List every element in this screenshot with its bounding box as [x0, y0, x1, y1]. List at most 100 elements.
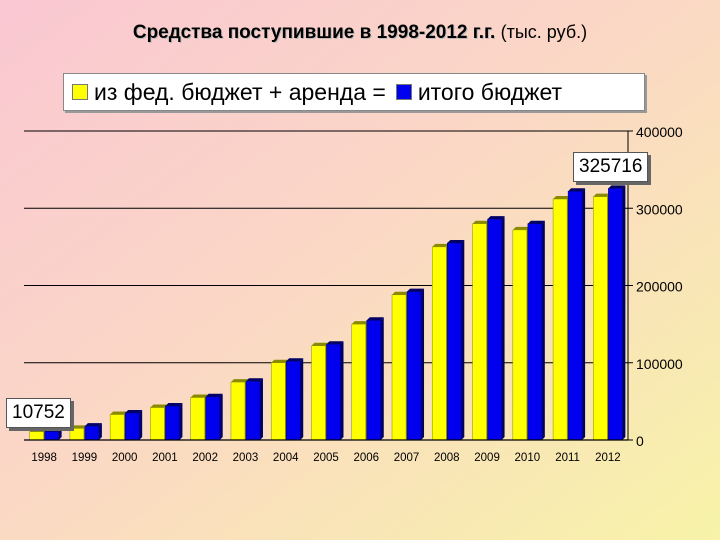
- bar-top: [69, 425, 87, 429]
- bar-top: [553, 195, 571, 199]
- annotation-last-value: 325716: [573, 152, 649, 182]
- legend-label-2: итого бюджет: [417, 78, 563, 105]
- bar-2002-fed-budget: [190, 397, 205, 441]
- bar-top: [230, 379, 248, 383]
- x-tick-label: 2005: [313, 452, 339, 464]
- bar-2000-fed-budget: [109, 414, 125, 441]
- bar-2012-total-budget: [608, 188, 623, 441]
- bar-1998-fed-budget: [29, 431, 44, 441]
- bar-2011-fed-budget: [552, 198, 568, 441]
- bar-side: [219, 393, 223, 440]
- bar-2001-fed-budget: [150, 407, 165, 441]
- legend-swatch-blue: [395, 84, 412, 100]
- bar-top: [165, 403, 183, 407]
- bar-top: [190, 394, 208, 398]
- x-tick-label: 2010: [515, 452, 541, 464]
- x-tick-label: 2007: [394, 452, 420, 464]
- y-tick-label: 200000: [636, 279, 683, 295]
- bar-side: [300, 358, 304, 440]
- bar-2008-total-budget: [447, 242, 462, 441]
- bar-2002-total-budget: [205, 396, 220, 441]
- chart-title-units: (тыс. руб.): [500, 22, 588, 42]
- bar-side: [421, 288, 425, 440]
- bar-top: [125, 409, 143, 413]
- bar-2005-total-budget: [326, 343, 341, 441]
- y-tick-label: 0: [636, 433, 644, 449]
- bar-top: [44, 428, 62, 432]
- legend-label-1: из фед. бюджет + аренда =: [94, 78, 386, 105]
- legend-swatch-yellow: [72, 84, 88, 100]
- bar-top: [472, 220, 490, 224]
- bar-2006-total-budget: [366, 320, 382, 441]
- y-tick-label: 300000: [636, 201, 683, 217]
- bar-top: [271, 359, 289, 363]
- annotation-first-value: 10752: [6, 398, 71, 428]
- bar-2007-fed-budget: [391, 294, 407, 441]
- bar-2010-total-budget: [527, 223, 543, 441]
- y-tick-label: 100000: [636, 356, 683, 372]
- bar-top: [150, 404, 168, 408]
- bar-top: [527, 220, 545, 224]
- bar-side: [380, 317, 384, 440]
- y-tick-label: 400000: [636, 124, 683, 140]
- bar-top: [608, 185, 626, 189]
- bar-2009-fed-budget: [472, 223, 487, 441]
- bar-top: [84, 423, 102, 427]
- bar-top: [351, 321, 369, 325]
- bar-2005-fed-budget: [311, 345, 326, 441]
- bar-top: [407, 288, 425, 292]
- bar-side: [340, 341, 344, 440]
- bar-top: [311, 342, 329, 346]
- bar-top: [487, 216, 505, 220]
- bar-2011-total-budget: [567, 191, 583, 441]
- bar-side: [259, 378, 263, 440]
- bar-2004-fed-budget: [270, 362, 286, 441]
- bar-2000-total-budget: [124, 412, 140, 441]
- bar-side: [541, 220, 545, 440]
- bar-side: [58, 428, 62, 440]
- chart-legend: из фед. бюджет + аренда = итого бюджет: [63, 73, 645, 111]
- chart-title: Средства поступившие в 1998-2012 г.г. (т…: [0, 22, 720, 44]
- bar-1998-total-budget: [44, 431, 59, 441]
- x-tick-label: 2004: [273, 452, 299, 464]
- bar-side: [461, 240, 465, 440]
- bar-2007-total-budget: [406, 291, 422, 441]
- bar-side: [98, 423, 102, 440]
- x-tick-label: 2001: [152, 452, 178, 464]
- bar-top: [568, 188, 586, 192]
- bar-2004-total-budget: [285, 360, 301, 441]
- bar-2001-total-budget: [165, 405, 180, 441]
- bar-top: [447, 240, 465, 244]
- bar-side: [179, 403, 183, 440]
- bar-top: [205, 393, 223, 397]
- bar-side: [139, 409, 143, 440]
- chart-title-main: Средства поступившие в 1998-2012 г.г.: [132, 22, 496, 43]
- bar-side: [582, 188, 586, 440]
- bar-top: [286, 358, 304, 362]
- bar-top: [245, 378, 263, 382]
- bar-2010-fed-budget: [512, 229, 528, 441]
- bar-top: [366, 317, 384, 321]
- bar-top: [392, 291, 410, 295]
- x-tick-label: 2002: [192, 452, 218, 464]
- x-tick-label: 2006: [353, 452, 379, 464]
- bar-1999-fed-budget: [69, 428, 85, 441]
- bar-2003-total-budget: [245, 381, 261, 441]
- x-tick-label: 2009: [474, 452, 500, 464]
- bar-1999-total-budget: [84, 425, 100, 441]
- bar-top: [29, 428, 47, 432]
- bar-2003-fed-budget: [230, 381, 246, 441]
- bar-2009-total-budget: [487, 218, 502, 441]
- bar-top: [512, 226, 530, 230]
- bar-top: [432, 243, 450, 247]
- x-tick-label: 2003: [233, 452, 259, 464]
- bar-side: [501, 216, 505, 440]
- x-tick-label: 2000: [112, 452, 138, 464]
- bar-2008-fed-budget: [432, 246, 447, 441]
- bar-top: [593, 193, 611, 197]
- bar-top: [326, 341, 344, 345]
- bar-side: [622, 185, 626, 440]
- x-tick-label: 2012: [595, 452, 621, 464]
- bar-2006-fed-budget: [351, 323, 367, 441]
